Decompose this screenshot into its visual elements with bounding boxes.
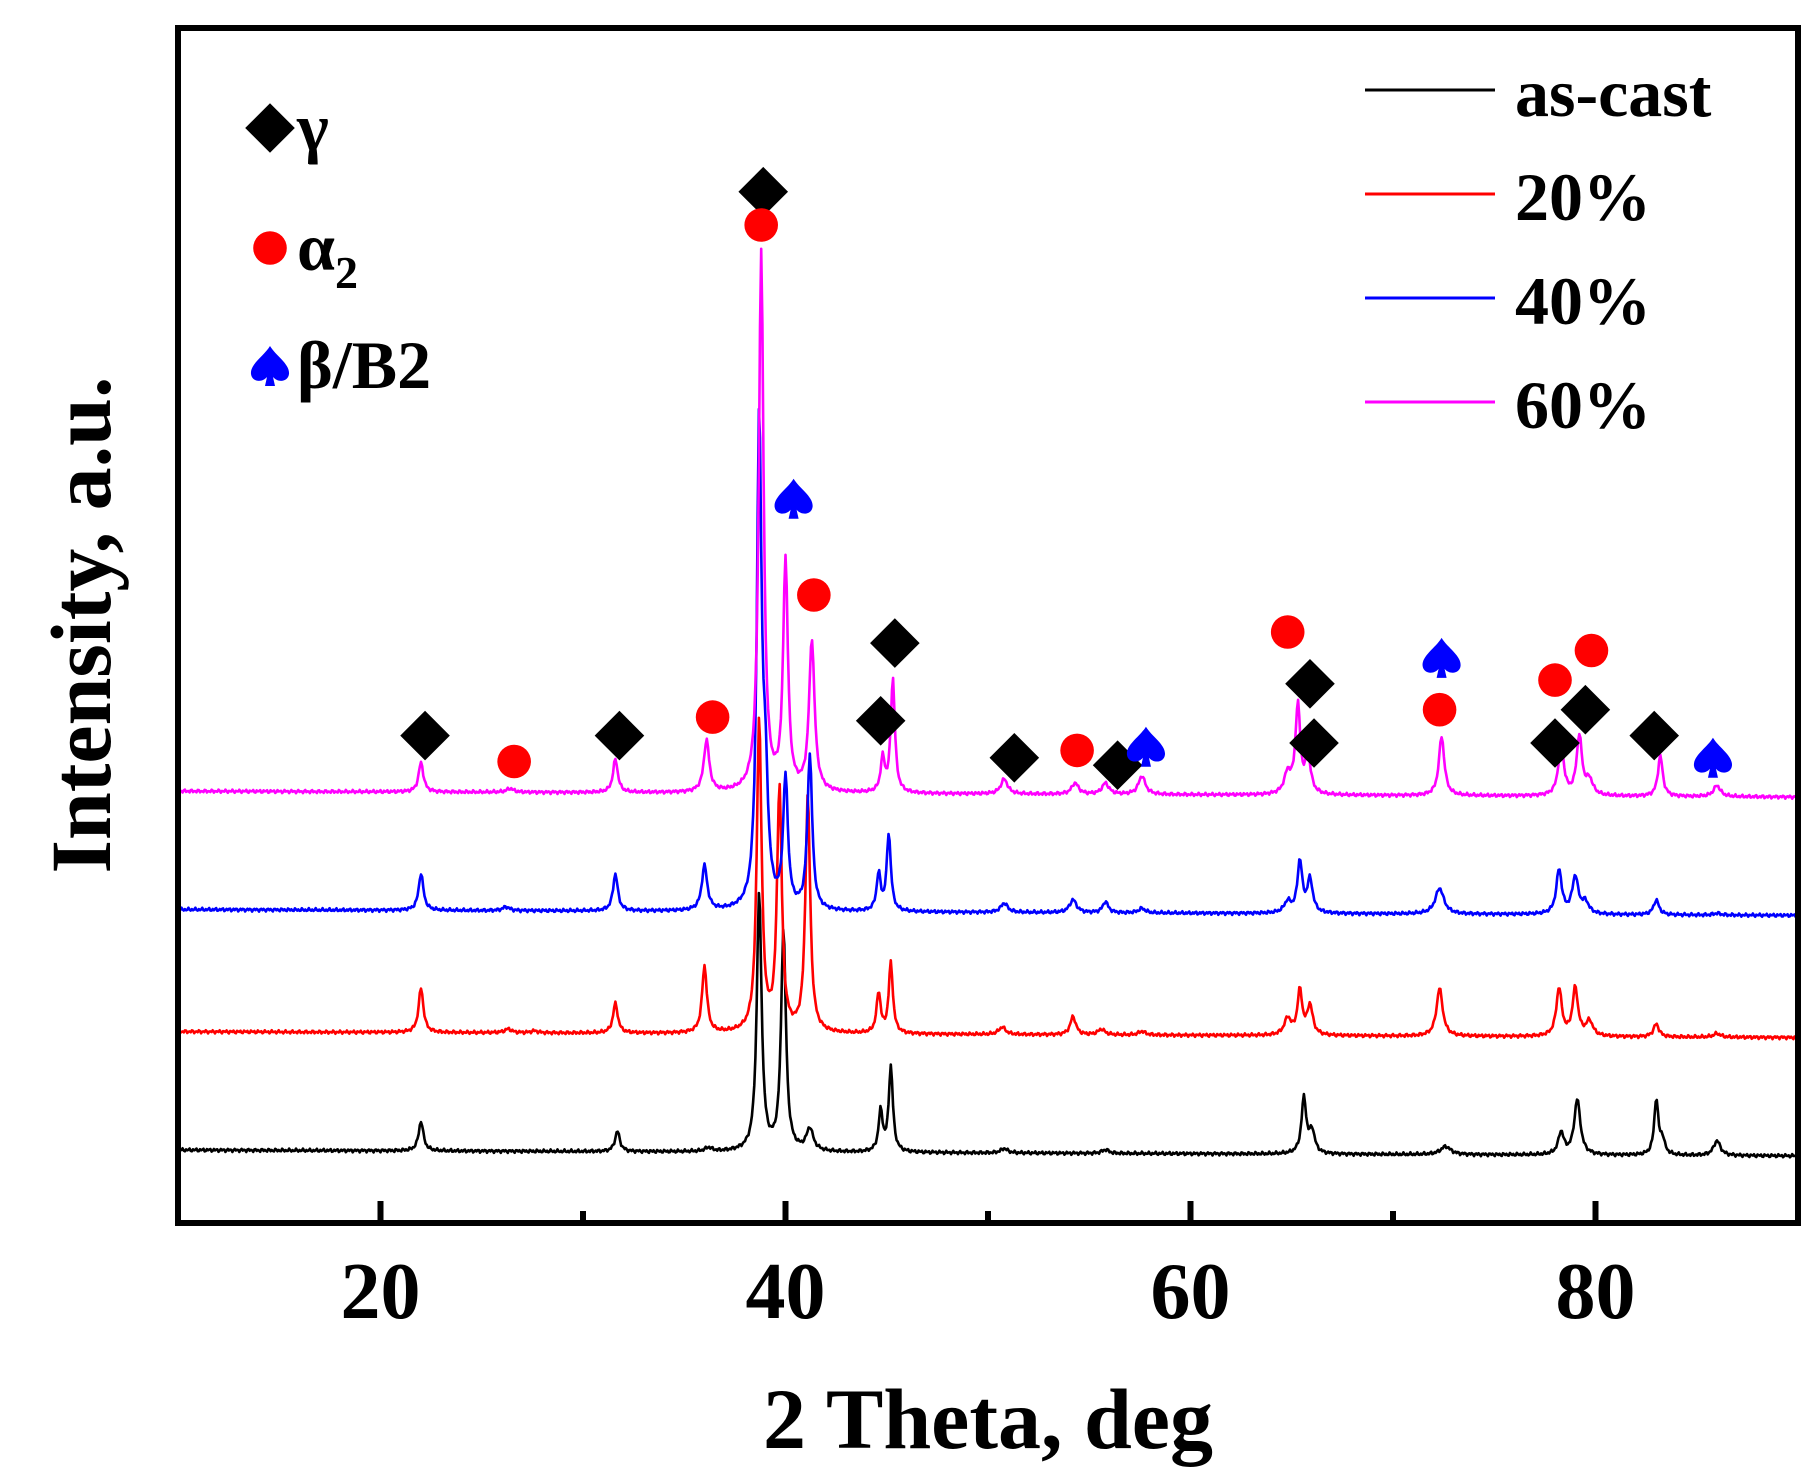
diamond-marker: [400, 710, 450, 761]
series-legend-label: 60%: [1515, 367, 1651, 443]
phase-legend-label: γ: [296, 89, 329, 165]
circle-marker: [744, 208, 778, 242]
diamond-marker: [989, 733, 1040, 783]
diamond-marker: [738, 166, 789, 217]
diamond-marker: [594, 710, 645, 761]
trace-20pct: [177, 716, 1799, 1041]
series-legend-label: 40%: [1515, 263, 1651, 339]
x-axis-title: 2 Theta, deg: [763, 1371, 1213, 1467]
series-legend-label: 20%: [1515, 159, 1651, 235]
circle-marker: [1574, 633, 1609, 668]
trace-as-cast: [176, 891, 1800, 1159]
x-tick-label: 40: [746, 1248, 826, 1336]
spade-marker: [1422, 637, 1461, 678]
diamond-marker: [870, 618, 920, 668]
circle-marker: [497, 744, 531, 779]
circle-marker: [1422, 692, 1457, 727]
circle-marker: [1270, 615, 1305, 649]
trace-60pct: [176, 247, 1799, 801]
legend-diamond-icon: [245, 103, 295, 153]
spade-marker: [1693, 737, 1733, 778]
series-legend-label: as-cast: [1515, 55, 1712, 131]
x-tick-label: 20: [341, 1248, 421, 1336]
legend-spade-icon: [250, 346, 290, 386]
diamond-marker: [1289, 718, 1339, 768]
circle-marker: [1538, 663, 1572, 697]
traces-layer: [176, 247, 1800, 1159]
series-legend: as-cast 20% 40% 60%: [1365, 55, 1712, 443]
x-ticks-layer: [377, 1201, 1599, 1223]
x-tick-label: 80: [1556, 1248, 1636, 1336]
diamond-marker: [1530, 718, 1580, 768]
x-tick-labels-layer: 20 40 60 80: [341, 1248, 1636, 1336]
x-tick-label: 60: [1151, 1248, 1231, 1336]
circle-marker: [797, 578, 831, 612]
y-axis-title: Intensity, a.u.: [33, 376, 129, 873]
spade-marker: [774, 478, 813, 519]
legend-circle-icon: [253, 231, 287, 265]
circle-marker: [1060, 733, 1094, 768]
diamond-marker: [855, 696, 906, 746]
trace-40pct: [177, 407, 1800, 919]
diamond-marker: [1560, 684, 1611, 735]
spade-marker: [1126, 726, 1166, 767]
diamond-marker: [1629, 710, 1680, 761]
phase-markers-layer: [400, 166, 1733, 790]
phase-legend-label: β/B2: [297, 327, 431, 403]
diamond-marker: [1285, 659, 1335, 709]
circle-marker: [695, 700, 730, 734]
phase-legend-subscript: 2: [335, 247, 358, 298]
